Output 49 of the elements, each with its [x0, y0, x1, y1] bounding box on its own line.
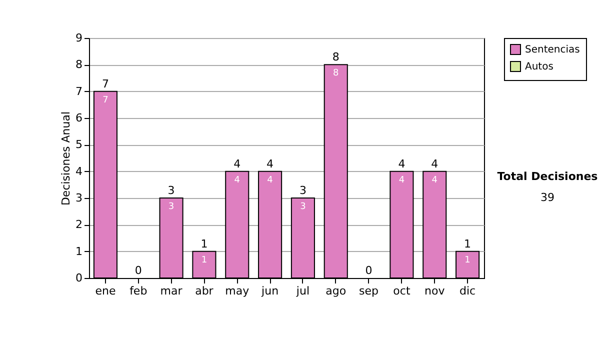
- total-label: 0: [365, 264, 372, 277]
- legend-label: Autos: [525, 62, 554, 72]
- data-label: 3: [300, 202, 306, 212]
- y-axis-title: Decisiones Anual: [60, 111, 72, 206]
- y-tick-label: 7: [76, 84, 82, 98]
- x-tick-label: ene: [95, 284, 116, 298]
- total-label: 3: [299, 184, 306, 197]
- x-tick-label: jun: [260, 284, 279, 298]
- x-tick-label: mar: [160, 284, 183, 298]
- data-label: 1: [201, 255, 208, 266]
- total-label: 4: [234, 157, 241, 170]
- y-tick-label: 1: [76, 244, 82, 258]
- total-label: 4: [266, 157, 274, 170]
- y-tick-label: 5: [76, 138, 82, 152]
- y-tick-label: 4: [76, 164, 82, 178]
- total-label: 1: [464, 237, 472, 250]
- y-tick-label: 9: [76, 32, 82, 44]
- legend-label: Sentencias: [525, 44, 580, 56]
- x-tick-label: feb: [130, 284, 148, 298]
- total-label: 0: [134, 264, 142, 277]
- x-tick-label: may: [225, 284, 250, 298]
- data-label: 7: [102, 95, 108, 106]
- data-label: 4: [432, 175, 438, 186]
- y-tick-label: 0: [76, 272, 82, 284]
- data-label: 3: [168, 202, 174, 212]
- y-tick-label: 6: [76, 112, 82, 124]
- data-label: 4: [234, 175, 240, 186]
- total-label: 4: [431, 157, 438, 170]
- x-tick-label: oct: [393, 284, 411, 298]
- x-tick-label: jul: [295, 284, 310, 298]
- text: Total Decisiones: [496, 170, 599, 183]
- data-label: 1: [464, 255, 470, 266]
- data-label: 4: [398, 175, 405, 186]
- y-tick-label: 8: [76, 58, 82, 72]
- total-label: 4: [398, 157, 406, 170]
- total-label: 3: [168, 184, 175, 197]
- data-label: 4: [267, 175, 274, 186]
- text: 39: [540, 191, 556, 204]
- total-label: 1: [200, 237, 208, 250]
- data-label: 8: [333, 68, 340, 79]
- y-tick-label: 3: [76, 192, 82, 204]
- y-tick-label: 2: [76, 218, 82, 232]
- x-tick-label: sep: [359, 284, 379, 298]
- x-tick-label: ago: [326, 284, 346, 298]
- x-tick-label: nov: [424, 284, 446, 298]
- total-label: 7: [102, 77, 109, 90]
- x-tick-label: abr: [195, 284, 214, 298]
- total-label: 8: [332, 50, 340, 64]
- x-tick-label: dic: [459, 284, 476, 298]
